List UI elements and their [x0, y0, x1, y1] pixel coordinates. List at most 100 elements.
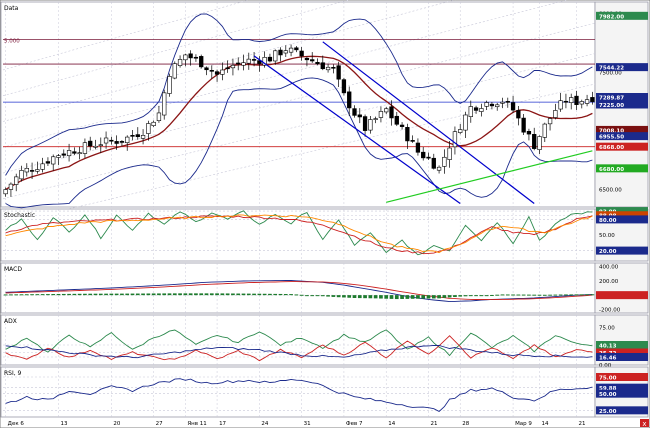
macd-histogram-bar [564, 294, 568, 296]
macd-histogram-bar [416, 295, 420, 299]
candle [3, 189, 8, 195]
candle [236, 62, 241, 65]
candle [484, 102, 489, 107]
value-box-label: 40.13 [599, 344, 617, 350]
macd-histogram-bar [405, 295, 410, 299]
candle [77, 152, 82, 155]
macd-histogram-bar [141, 293, 145, 296]
bollinger-upper [5, 13, 593, 176]
value-box [596, 100, 648, 109]
candle [246, 58, 251, 64]
macd-histogram-bar [310, 295, 315, 297]
macd-histogram-bar [320, 295, 325, 297]
candle [35, 169, 40, 172]
macd-histogram-bar [474, 295, 478, 297]
fan-line [2, 83, 596, 225]
candle [167, 76, 172, 94]
macd-histogram-bar [188, 293, 193, 296]
macd-histogram-bar [542, 294, 547, 296]
candle [325, 66, 331, 71]
candle [331, 66, 336, 69]
pane-macd: MACD 400.00 200.00 -200.00 [0, 262, 649, 313]
pane-frame [0, 366, 596, 418]
close-button-label[interactable]: x [642, 420, 646, 428]
value-box [596, 63, 648, 72]
macd-histogram-bar [135, 293, 140, 296]
macd-histogram-bar [342, 295, 346, 298]
pane-title: ADX [4, 318, 17, 325]
candle [230, 64, 236, 69]
candle [130, 135, 135, 137]
candle [442, 156, 447, 167]
value-box [596, 211, 648, 220]
macd-histogram-bar [490, 294, 494, 296]
value-box [596, 353, 648, 361]
candle [405, 127, 410, 142]
macd-histogram-bar [590, 294, 595, 296]
x-tick-label: 14 [388, 421, 395, 427]
window-close-button[interactable]: x [640, 419, 649, 428]
macd-histogram-bar [209, 293, 214, 296]
macd-histogram-bar [67, 293, 71, 296]
candle [341, 79, 347, 94]
candle [188, 53, 193, 59]
macd-histogram-bar [268, 293, 272, 296]
candle [526, 130, 532, 135]
y-tick-label: 75.00 [599, 326, 615, 332]
candle [93, 145, 98, 148]
series-line-slow [5, 214, 593, 254]
macd-histogram-bar [347, 295, 352, 298]
macd-histogram-bar [157, 293, 161, 296]
candle [278, 49, 283, 56]
x-tick-label: 21 [579, 421, 586, 427]
candle [29, 170, 35, 172]
candle [362, 116, 368, 131]
candle [251, 59, 257, 61]
macd-histogram-bar [98, 293, 103, 296]
value-box-label: 20.00 [599, 249, 617, 255]
candle [558, 100, 563, 110]
x-tick-label: 24 [261, 421, 268, 427]
candle [542, 123, 547, 138]
value-box-label: 80.00 [599, 218, 617, 224]
value-box-label: 25.00 [599, 409, 617, 415]
value-box [596, 383, 648, 392]
candle [214, 71, 220, 75]
macd-histogram-bar [51, 294, 56, 296]
x-tick-label: 28 [462, 421, 469, 427]
macd-histogram-bar [24, 294, 29, 296]
pane-title: Data [4, 5, 19, 12]
candle [436, 166, 442, 171]
candle [119, 141, 125, 143]
candle [384, 108, 389, 113]
candle [431, 157, 436, 169]
value-box [596, 164, 648, 173]
candle [209, 70, 214, 72]
candle [66, 150, 72, 157]
macd-histogram-bar [447, 295, 452, 298]
macd-histogram-bar [252, 293, 256, 296]
candle [516, 110, 521, 119]
candle [273, 50, 278, 62]
value-box [596, 11, 648, 20]
value-box [596, 215, 648, 224]
candle [532, 134, 537, 149]
candle [125, 136, 130, 143]
close-button-bg[interactable] [640, 419, 649, 427]
y-tick-label: 50.00 [599, 233, 615, 239]
candle [310, 59, 315, 62]
value-box [596, 125, 648, 134]
candle [584, 99, 590, 104]
macd-histogram-bar [379, 295, 383, 299]
candle [500, 101, 505, 104]
value-box-label: 50.00 [599, 392, 617, 398]
macd-histogram-bar [426, 295, 431, 299]
macd-histogram-bar [352, 295, 357, 298]
macd-histogram-bar [46, 294, 50, 296]
macd-histogram-bar [394, 295, 399, 300]
candle [495, 104, 500, 107]
macd-histogram-bar [463, 295, 468, 297]
candle [505, 101, 510, 103]
pane-price: Data5.0008000.007500.006500.007982.00754… [0, 0, 649, 225]
